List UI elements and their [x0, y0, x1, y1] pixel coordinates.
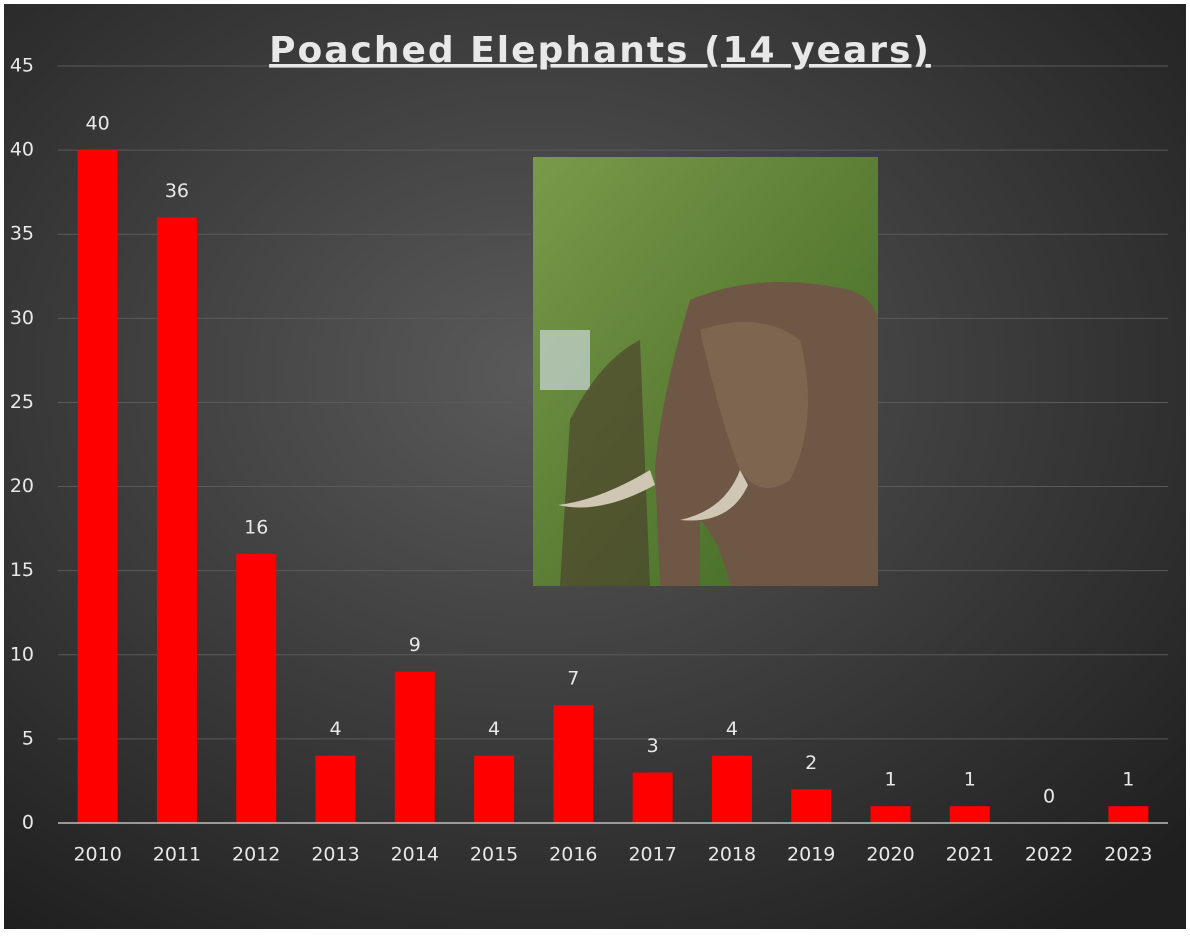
y-tick-label: 25 [10, 391, 34, 413]
bar [77, 150, 118, 824]
value-label: 3 [647, 735, 659, 757]
x-tick-label: 2023 [1104, 844, 1152, 866]
x-tick-label: 2011 [153, 844, 201, 866]
bar [553, 705, 594, 823]
x-tick-label: 2022 [1025, 844, 1073, 866]
bar [632, 772, 673, 823]
x-tick-label: 2010 [73, 844, 121, 866]
x-tick-label: 2013 [311, 844, 359, 866]
x-tick-label: 2012 [232, 844, 280, 866]
bar [156, 217, 197, 823]
y-tick-label: 5 [22, 727, 34, 749]
value-label: 4 [726, 718, 738, 740]
value-label: 1 [884, 769, 896, 791]
y-tick-label: 40 [10, 139, 34, 161]
x-tick-label: 2014 [391, 844, 439, 866]
y-tick-label: 45 [10, 55, 34, 77]
value-label: 7 [567, 668, 579, 690]
bar [236, 553, 277, 823]
y-tick-label: 15 [10, 559, 34, 581]
value-label: 36 [165, 180, 189, 202]
chart-title: Poached Elephants (14 years) [269, 30, 931, 71]
bar [711, 755, 752, 823]
x-tick-label: 2016 [549, 844, 597, 866]
y-tick-label: 20 [10, 475, 34, 497]
x-tick-label: 2021 [946, 844, 994, 866]
value-label: 16 [244, 516, 268, 538]
value-label: 9 [409, 634, 421, 656]
elephant-photo [533, 157, 879, 586]
value-label: 40 [86, 113, 110, 135]
bar [949, 806, 990, 823]
bar [1108, 806, 1149, 823]
value-label: 2 [805, 752, 817, 774]
x-tick-label: 2019 [787, 844, 835, 866]
bar [394, 671, 435, 823]
y-tick-label: 35 [10, 223, 34, 245]
bar [870, 806, 911, 823]
value-label: 0 [1043, 786, 1055, 808]
x-tick-label: 2020 [866, 844, 914, 866]
value-label: 1 [964, 769, 976, 791]
x-tick-label: 2017 [628, 844, 676, 866]
x-tick-label: 2015 [470, 844, 518, 866]
bar [791, 789, 832, 823]
bar [474, 755, 515, 823]
y-tick-label: 0 [22, 812, 34, 834]
x-tick-label: 2018 [708, 844, 756, 866]
value-label: 4 [488, 718, 500, 740]
y-tick-label: 10 [10, 643, 34, 665]
y-tick-label: 30 [10, 307, 34, 329]
bar [315, 755, 356, 823]
value-label: 4 [329, 718, 341, 740]
value-label: 1 [1122, 769, 1134, 791]
